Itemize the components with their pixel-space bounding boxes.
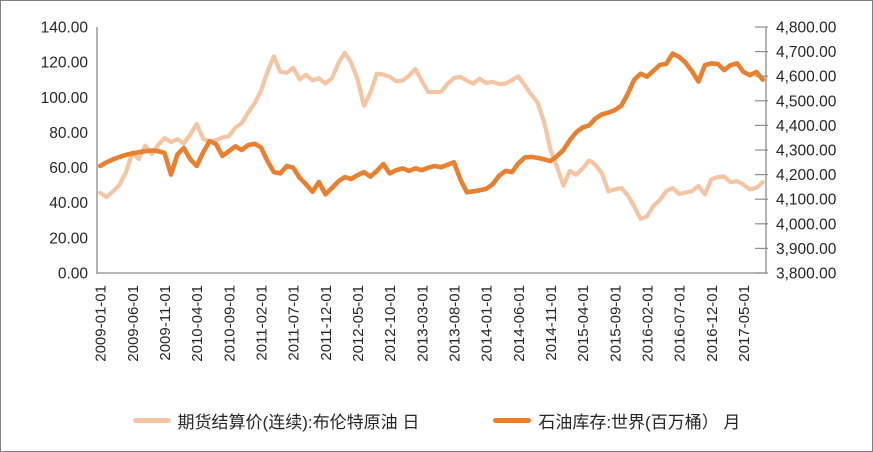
right-axis-tick-label: 3,800.00: [776, 266, 837, 283]
right-axis-tick-label: 4,000.00: [776, 216, 837, 233]
right-axis-tick-label: 4,500.00: [776, 93, 837, 110]
x-axis-tick-label: 2011-07-01: [286, 285, 303, 361]
brent-price-swatch: [132, 417, 171, 423]
x-axis-tick-label: 2012-05-01: [350, 285, 367, 362]
x-axis-tick-label: 2010-04-01: [189, 285, 206, 362]
x-axis-tick-label: 2013-03-01: [414, 285, 431, 362]
x-axis-tick-label: 2013-08-01: [447, 285, 464, 362]
x-axis-tick-label: 2009-11-01: [157, 285, 174, 361]
right-axis-tick-label: 4,700.00: [776, 44, 837, 61]
x-axis-tick-label: 2016-07-01: [672, 285, 689, 362]
x-axis-tick-label: 2009-06-01: [125, 285, 142, 362]
right-axis-labels: 4,800.00 4,700.00 4,600.00 4,500.00 4,400.00…: [776, 20, 837, 283]
x-axis-tick-label: 2016-12-01: [704, 285, 721, 362]
x-axis-tick-label: 2009-01-01: [93, 285, 110, 362]
right-axis-tick-label: 3,900.00: [776, 241, 837, 258]
x-axis-tick-label: 2012-10-01: [382, 285, 399, 362]
x-axis-tick-label: 2014-11-01: [543, 285, 560, 361]
legend: 期货结算价(连续):布伦特原油 日 石油库存:世界(百万桶） 月: [1, 404, 872, 436]
left-axis-tick-label: 80.00: [49, 125, 88, 142]
x-axis-tick-label: 2015-04-01: [575, 285, 592, 362]
x-axis-tick-label: 2016-02-01: [639, 285, 656, 362]
legend-item-brent-price: 期货结算价(连续):布伦特原油 日: [132, 408, 420, 433]
x-axis-tick-label: 2014-06-01: [511, 285, 528, 362]
right-axis-tick-label: 4,300.00: [776, 143, 837, 160]
left-axis-tick-label: 20.00: [49, 230, 88, 247]
x-axis-tick-label: 2015-09-01: [607, 285, 624, 362]
x-axis-tick-label: 2017-05-01: [736, 285, 753, 362]
right-axis-tick-label: 4,400.00: [776, 118, 837, 135]
left-axis-tick-label: 40.00: [49, 195, 88, 212]
left-axis-labels: 140.00 120.00 100.00 80.00 60.00 40.00 20.00 0.…: [41, 20, 89, 283]
oil-inventory-swatch: [493, 417, 532, 423]
left-axis-tick-label: 60.00: [49, 160, 88, 177]
oil-inventory-legend-label: 石油库存:世界(百万桶） 月: [538, 412, 741, 432]
brent-futures-price-line: [98, 50, 765, 221]
x-axis-labels: 2009-01-01 2009-06-01 2009-11-01 2010-04-01…: [93, 285, 753, 362]
right-axis-tick-label: 4,800.00: [776, 20, 837, 37]
right-axis-tick-label: 4,100.00: [776, 192, 837, 209]
left-axis-tick-label: 120.00: [41, 55, 89, 72]
x-axis-tick-label: 2014-01-01: [479, 285, 496, 362]
brent-price-legend-label: 期货结算价(连续):布伦特原油 日: [177, 412, 420, 432]
world-oil-inventory-line: [97, 51, 766, 197]
x-axis-tick-label: 2011-02-01: [254, 285, 271, 361]
right-axis-tick-label: 4,600.00: [776, 69, 837, 86]
legend-item-oil-inventory: 石油库存:世界(百万桶） 月: [493, 408, 740, 433]
right-axis-tick-label: 4,200.00: [776, 167, 837, 184]
left-axis-tick-label: 140.00: [41, 20, 89, 37]
left-axis-tick-label: 100.00: [41, 90, 89, 107]
x-axis-tick-label: 2011-12-01: [318, 285, 335, 361]
left-axis-tick-label: 0.00: [58, 266, 89, 283]
x-axis-tick-label: 2010-09-01: [221, 285, 238, 362]
series-group: [97, 50, 766, 221]
